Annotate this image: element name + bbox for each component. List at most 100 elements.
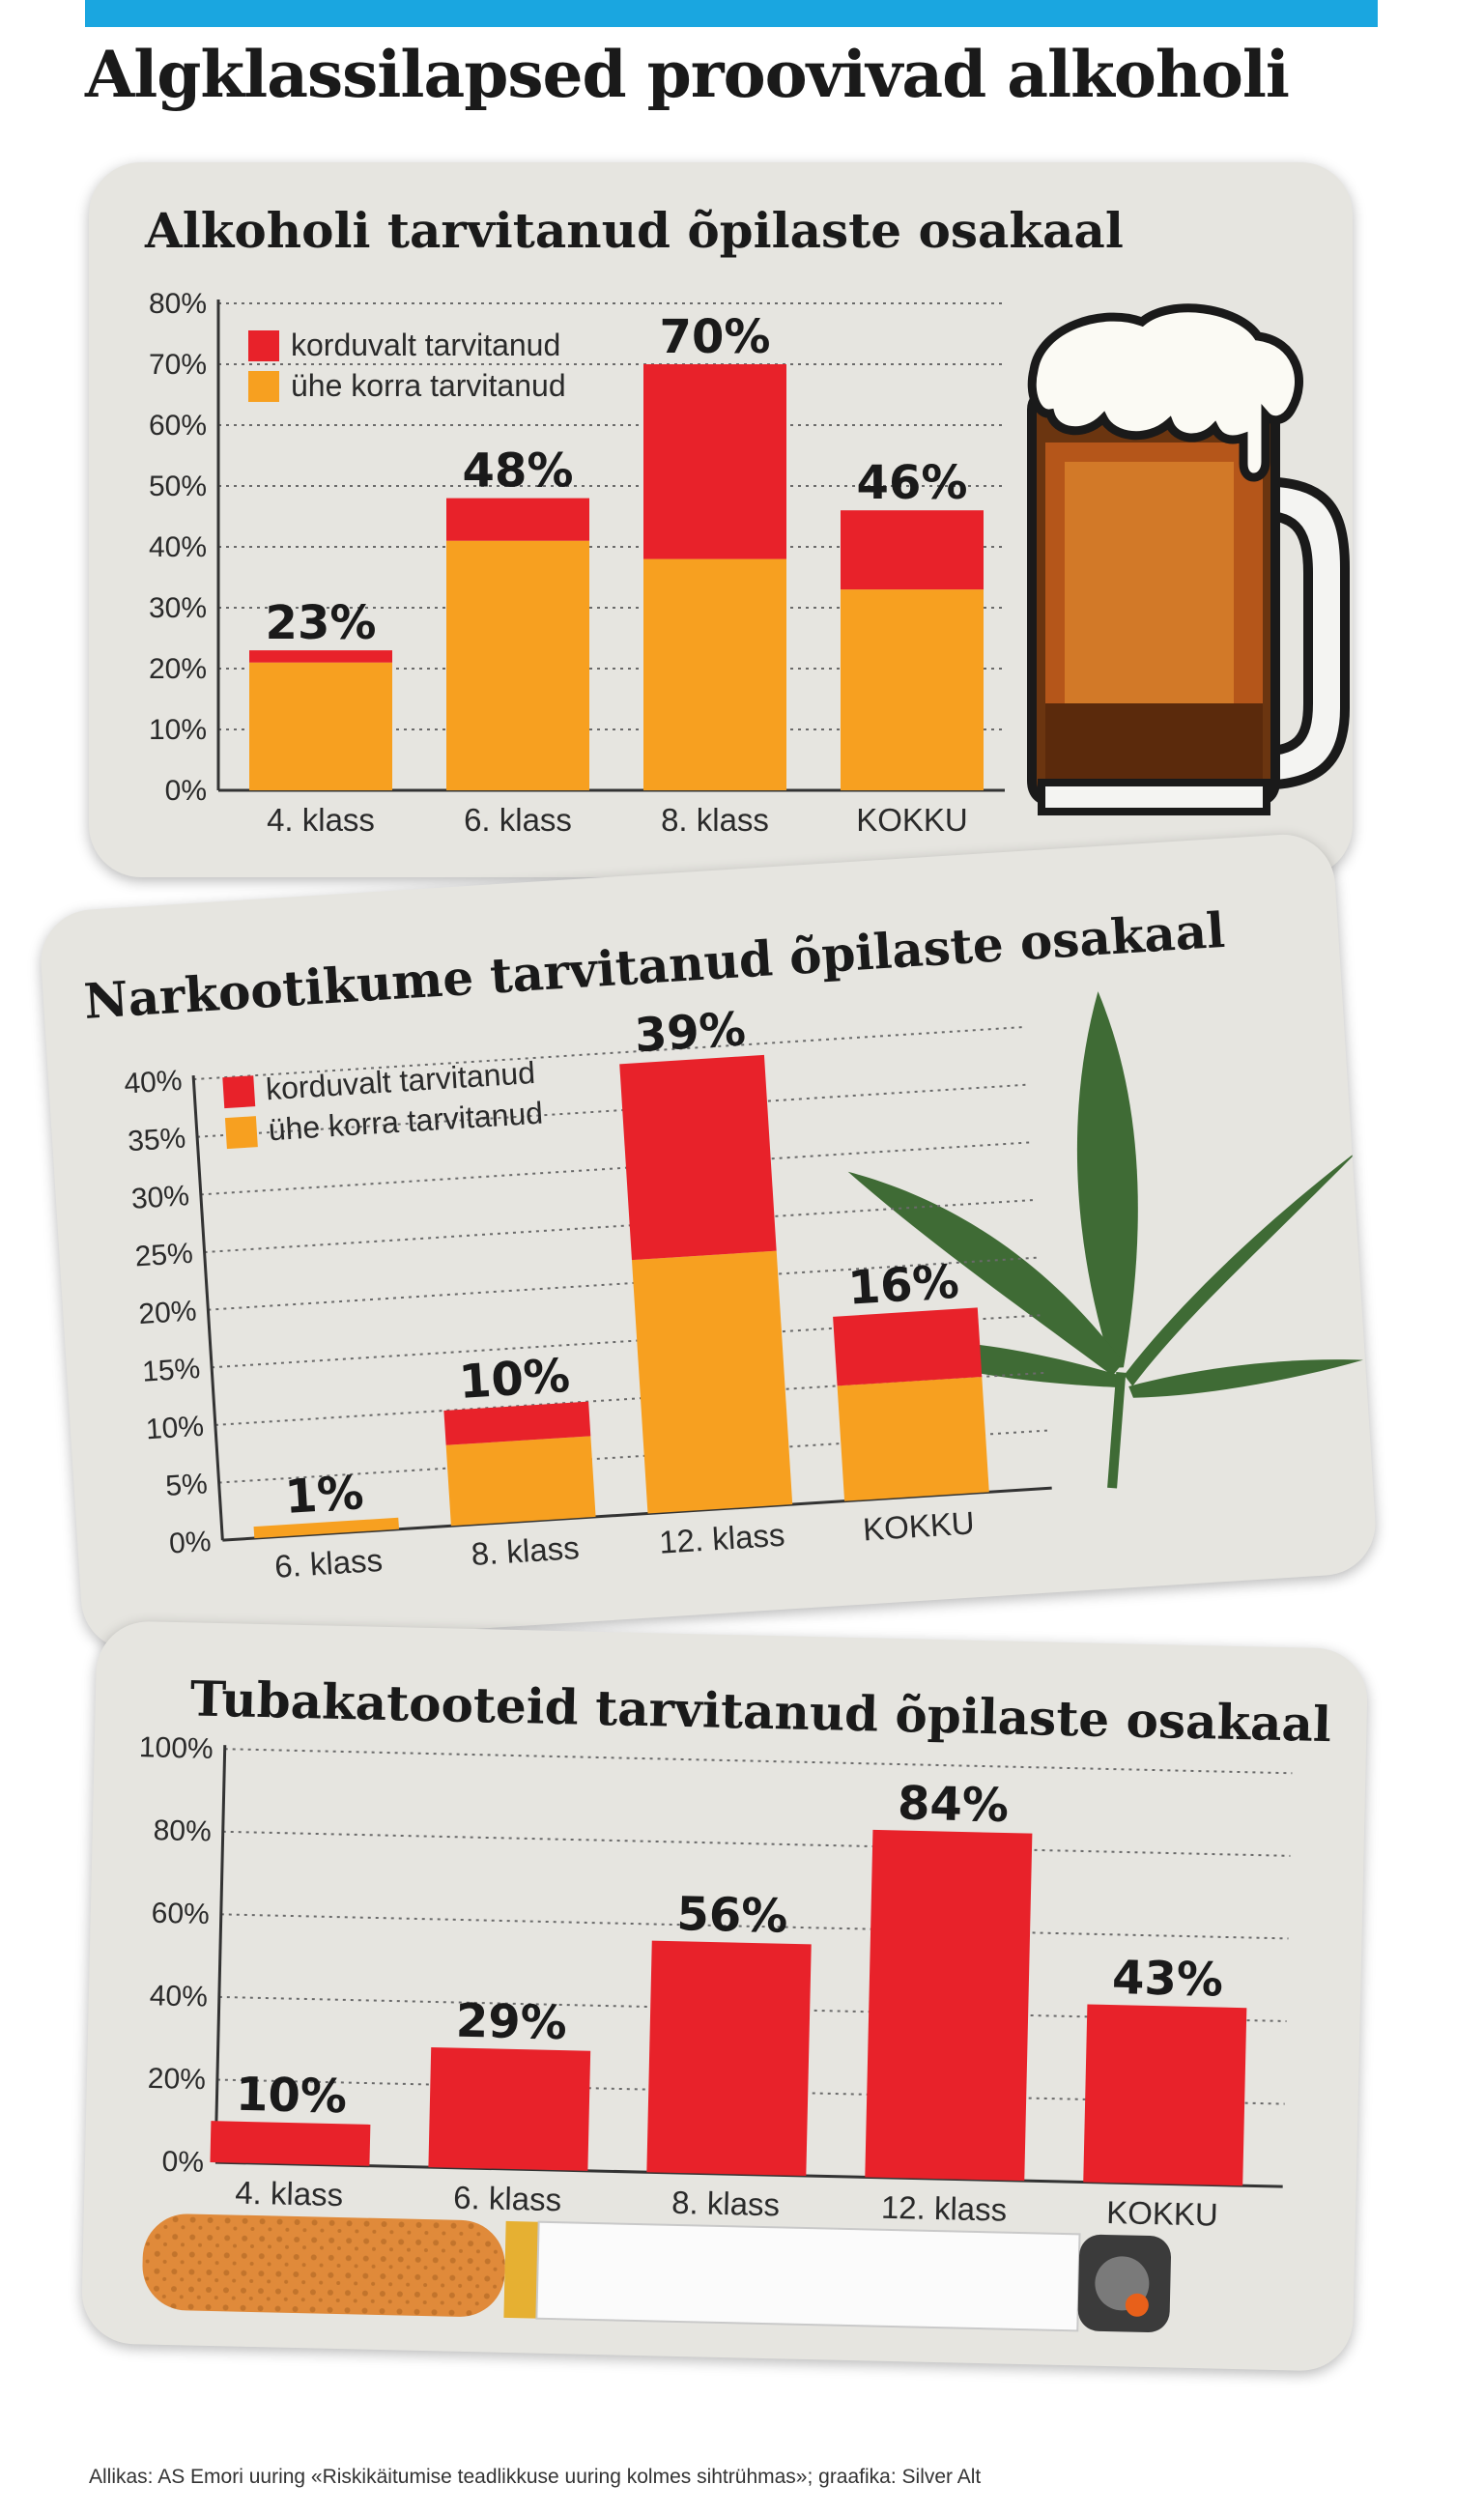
category-label: 4. klass bbox=[267, 802, 375, 838]
y-tick-label: 0% bbox=[165, 775, 207, 807]
gridline bbox=[220, 1913, 1289, 1940]
category-label: 6. klass bbox=[273, 1542, 384, 1585]
bar-korduvalt bbox=[833, 1307, 983, 1386]
category-label: 6. klass bbox=[453, 2180, 562, 2218]
category-label: 8. klass bbox=[671, 2185, 781, 2223]
category-label: 8. klass bbox=[661, 802, 769, 838]
y-tick-label: 5% bbox=[164, 1468, 208, 1502]
bar-yhe-korra bbox=[631, 1250, 793, 1514]
y-axis-line bbox=[214, 1745, 227, 2163]
bar-korduvalt bbox=[619, 1054, 777, 1261]
y-axis-line bbox=[191, 1075, 224, 1541]
bar-yhe-korra bbox=[249, 662, 392, 790]
bar-yhe-korra bbox=[841, 589, 984, 790]
bar-korduvalt bbox=[446, 498, 589, 541]
bar bbox=[646, 1940, 812, 2176]
bar-yhe-korra bbox=[837, 1376, 989, 1501]
beer-mug-icon bbox=[1027, 303, 1350, 815]
category-label: KOKKU bbox=[856, 802, 968, 838]
value-label: 16% bbox=[846, 1255, 960, 1316]
gridline bbox=[224, 1748, 1293, 1775]
y-tick-label: 40% bbox=[123, 1065, 183, 1100]
bar-yhe-korra bbox=[445, 1436, 596, 1527]
y-tick-label: 20% bbox=[147, 2063, 206, 2096]
y-tick-label: 30% bbox=[130, 1180, 190, 1215]
y-tick-label: 80% bbox=[149, 288, 207, 320]
alcohol-chart: Alkoholi tarvitanud õpilaste osakaal 0% 1… bbox=[144, 202, 1350, 838]
chart-title: Alkoholi tarvitanud õpilaste osakaal bbox=[144, 202, 1124, 259]
value-label: 39% bbox=[633, 1002, 747, 1063]
category-label: 6. klass bbox=[464, 802, 572, 838]
y-tick-label: 30% bbox=[149, 592, 207, 624]
legend: korduvalt tarvitanud ühe korra tarvitanud bbox=[248, 328, 566, 403]
category-label: KOKKU bbox=[1106, 2194, 1218, 2233]
value-label: 10% bbox=[235, 2068, 347, 2125]
value-label: 84% bbox=[897, 1776, 1009, 1833]
bar bbox=[1083, 2004, 1247, 2186]
y-tick-label: 40% bbox=[149, 1980, 208, 2013]
source-note: Allikas: AS Emori uuring «Riskikäitumise… bbox=[89, 2466, 982, 2488]
legend-label: korduvalt tarvitanud bbox=[291, 328, 560, 362]
bar-yhe-korra bbox=[643, 558, 786, 790]
y-tick-label: 10% bbox=[149, 714, 207, 746]
y-tick-label: 50% bbox=[149, 471, 207, 502]
value-label: 56% bbox=[676, 1887, 788, 1944]
cannabis-leaf-icon bbox=[847, 991, 1363, 1489]
y-tick-label: 25% bbox=[134, 1238, 194, 1273]
category-label: 12. klass bbox=[658, 1517, 785, 1560]
bar-yhe-korra bbox=[446, 540, 589, 790]
y-tick-label: 60% bbox=[149, 410, 207, 442]
value-label: 46% bbox=[857, 456, 968, 510]
value-label: 43% bbox=[1111, 1951, 1223, 2008]
bar bbox=[865, 1829, 1033, 2182]
y-tick-label: 20% bbox=[137, 1295, 197, 1330]
bar-korduvalt bbox=[643, 364, 786, 559]
value-label: 1% bbox=[283, 1466, 365, 1525]
plot-area: 0% 20% 40% 60% 80% 100% 10% 4. klass 29% 6. klass… bbox=[139, 1731, 1293, 2233]
y-tick-label: 0% bbox=[168, 1526, 212, 1560]
gridline bbox=[222, 1830, 1291, 1857]
value-label: 23% bbox=[266, 596, 377, 650]
value-label: 48% bbox=[463, 444, 574, 499]
bar-korduvalt bbox=[443, 1401, 591, 1445]
y-tick-label: 100% bbox=[139, 1731, 214, 1765]
legend-swatch bbox=[248, 371, 279, 402]
y-tick-label: 40% bbox=[149, 531, 207, 563]
y-tick-label: 10% bbox=[145, 1411, 205, 1446]
value-label: 70% bbox=[660, 310, 771, 364]
y-tick-label: 15% bbox=[141, 1353, 201, 1388]
bar-yhe-korra bbox=[253, 1517, 399, 1539]
alcohol-chart-card: Alkoholi tarvitanud õpilaste osakaal 0% 1… bbox=[89, 162, 1353, 877]
value-label: 10% bbox=[457, 1349, 571, 1410]
y-tick-label: 35% bbox=[127, 1123, 186, 1158]
plot-area: 0% 10% 20% 30% 40% 50% 60% 70% 80% 23% 4. klass 48%… bbox=[149, 288, 1005, 838]
y-tick-label: 0% bbox=[161, 2146, 204, 2179]
legend-swatch bbox=[222, 1075, 256, 1109]
tobacco-chart-card: Tubakatooteid tarvitanud õpilaste osakaa… bbox=[80, 1620, 1369, 2372]
category-label: 8. klass bbox=[471, 1529, 581, 1572]
drugs-chart: Narkootikume tarvitanud õpilaste osakaal… bbox=[82, 901, 1363, 1585]
gridline bbox=[204, 1199, 1034, 1254]
page-title: Algklassilapsed proovivad alkoholi bbox=[85, 37, 1290, 112]
category-label: KOKKU bbox=[862, 1504, 976, 1547]
legend-swatch bbox=[248, 330, 279, 361]
y-tick-label: 60% bbox=[151, 1898, 210, 1930]
bar bbox=[428, 2047, 591, 2171]
cigarette-icon bbox=[142, 2097, 1171, 2333]
legend-label: ühe korra tarvitanud bbox=[291, 368, 566, 403]
y-tick-label: 80% bbox=[153, 1814, 212, 1847]
tobacco-chart: Tubakatooteid tarvitanud õpilaste osakaa… bbox=[139, 1670, 1332, 2333]
legend-swatch bbox=[224, 1116, 258, 1150]
plot-area: 0% 5% 10% 15% 20% 25% 30% 35% 40% 1% 6. klass 10% 8.… bbox=[123, 1002, 1052, 1585]
category-label: 4. klass bbox=[235, 2175, 344, 2213]
gridline bbox=[200, 1141, 1031, 1196]
category-label: 12. klass bbox=[881, 2189, 1008, 2228]
bar-korduvalt bbox=[841, 510, 984, 590]
y-tick-label: 70% bbox=[149, 349, 207, 381]
bar bbox=[210, 2121, 371, 2166]
chart-title: Tubakatooteid tarvitanud õpilaste osakaa… bbox=[189, 1670, 1331, 1753]
top-accent-bar bbox=[85, 0, 1378, 27]
drugs-chart-card: Narkootikume tarvitanud õpilaste osakaal… bbox=[38, 831, 1379, 1654]
bar-korduvalt bbox=[249, 650, 392, 663]
